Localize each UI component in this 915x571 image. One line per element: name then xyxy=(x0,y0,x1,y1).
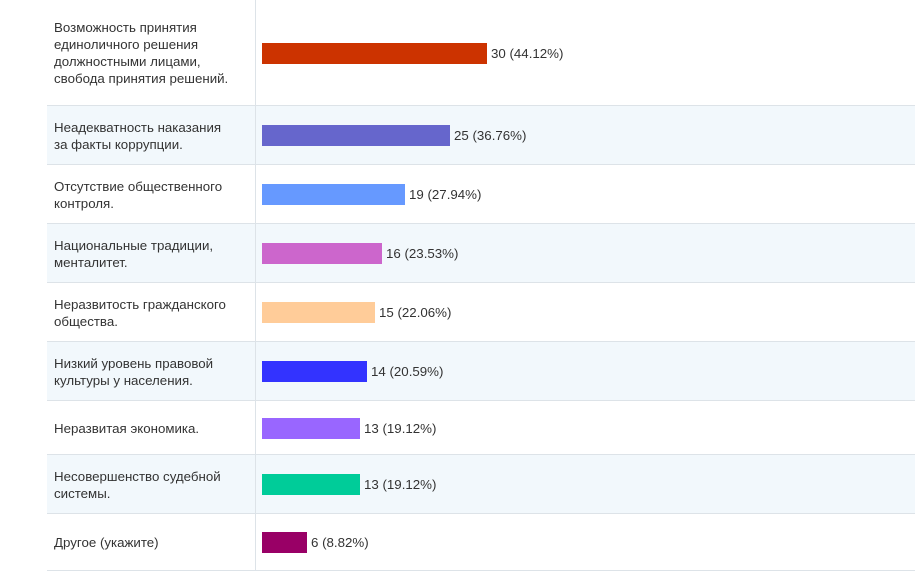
value-label: 6 (8.82%) xyxy=(311,535,369,550)
category-label: Возможность принятия единоличного решени… xyxy=(54,20,229,86)
category-label: Другое (укажите) xyxy=(54,535,159,550)
chart-row: Неразвитость гражданского общества. xyxy=(47,283,915,342)
bar xyxy=(262,532,307,553)
category-label: Неразвитость гражданского общества. xyxy=(54,297,226,329)
chart-row: Неадекватность наказания за факты корруп… xyxy=(47,106,915,165)
category-label: Национальные традиции, менталитет. xyxy=(54,238,214,270)
category-label: Неадекватность наказания за факты корруп… xyxy=(54,120,222,152)
bar xyxy=(262,418,360,439)
bar xyxy=(262,43,487,64)
value-label: 25 (36.76%) xyxy=(454,128,527,143)
value-label: 13 (19.12%) xyxy=(364,421,437,436)
category-label: Несовершенство судебной системы. xyxy=(54,469,221,501)
value-label: 19 (27.94%) xyxy=(409,187,482,202)
label-column-divider xyxy=(255,0,256,571)
category-label: Неразвитая экономика. xyxy=(54,421,200,436)
value-label: 16 (23.53%) xyxy=(386,246,459,261)
bar xyxy=(262,361,367,382)
chart-row: Национальные традиции, менталитет. xyxy=(47,224,915,283)
value-label: 15 (22.06%) xyxy=(379,305,452,320)
value-label: 14 (20.59%) xyxy=(371,364,444,379)
chart-row: Неразвитая экономика. xyxy=(47,401,915,455)
chart-row: Отсутствие общественного контроля. xyxy=(47,165,915,224)
category-label: Низкий уровень правовой культуры у насел… xyxy=(54,356,214,388)
bar xyxy=(262,302,375,323)
category-label: Отсутствие общественного контроля. xyxy=(54,179,223,211)
bar xyxy=(262,184,405,205)
bar xyxy=(262,125,450,146)
bar xyxy=(262,243,382,264)
value-label: 30 (44.12%) xyxy=(491,46,564,61)
chart-row: Несовершенство судебной системы. xyxy=(47,455,915,514)
bar xyxy=(262,474,360,495)
chart-row: Низкий уровень правовой культуры у насел… xyxy=(47,342,915,401)
chart-row: Другое (укажите) xyxy=(47,514,915,571)
chart-row: Возможность принятия единоличного решени… xyxy=(47,0,915,106)
value-label: 13 (19.12%) xyxy=(364,477,437,492)
